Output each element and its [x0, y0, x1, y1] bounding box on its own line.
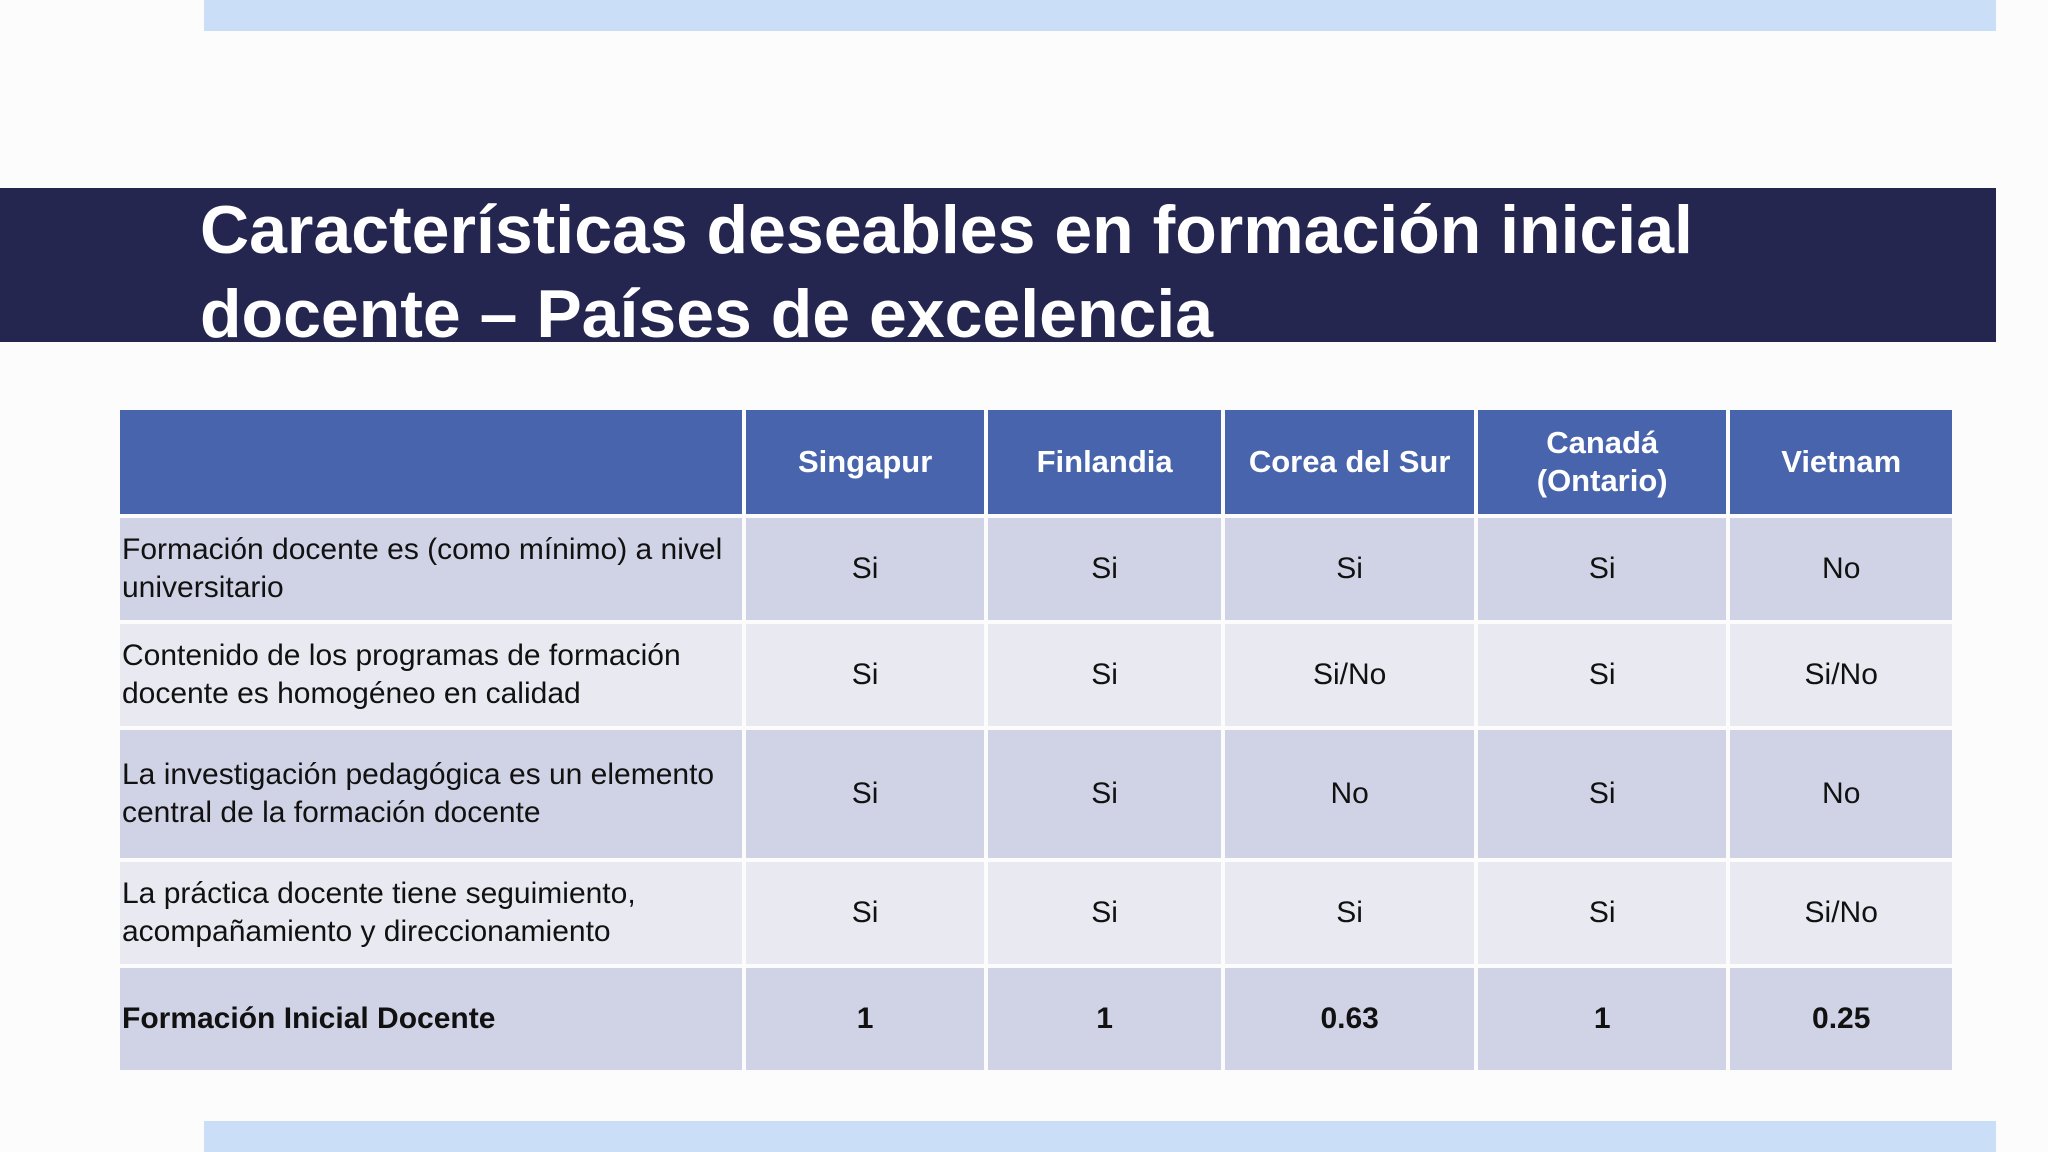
table-cell: Si: [1477, 518, 1727, 620]
table-cell: No: [1730, 730, 1952, 858]
table-cell: Si: [987, 862, 1222, 964]
row-label: La investigación pedagógica es un elemen…: [120, 730, 743, 858]
comparison-table: Singapur Finlandia Corea del Sur Canadá …: [116, 406, 1956, 1074]
table-cell: Si: [987, 624, 1222, 726]
total-cell: 1: [746, 968, 984, 1070]
slide-title: Características deseables en formación i…: [200, 192, 1693, 352]
total-row: Formación Inicial Docente 1 1 0.63 1 0.2…: [120, 968, 1952, 1070]
table-row: Contenido de los programas de formación …: [120, 624, 1952, 726]
table-cell: Si: [987, 518, 1222, 620]
table-cell: Si: [1477, 862, 1727, 964]
table-cell: Si/No: [1730, 862, 1952, 964]
total-cell: 1: [1477, 968, 1727, 1070]
table-cell: Si: [746, 730, 984, 858]
header-corea-del-sur: Corea del Sur: [1225, 410, 1474, 514]
table-cell: Si: [1225, 518, 1474, 620]
table-cell: Si: [746, 624, 984, 726]
table-cell: Si: [1477, 730, 1727, 858]
table-cell: Si/No: [1225, 624, 1474, 726]
header-corner-cell: [120, 410, 743, 514]
row-label: La práctica docente tiene seguimiento, a…: [120, 862, 743, 964]
table-cell: No: [1730, 518, 1952, 620]
row-label: Contenido de los programas de formación …: [120, 624, 743, 726]
table-row: Formación docente es (como mínimo) a niv…: [120, 518, 1952, 620]
total-cell: 0.25: [1730, 968, 1952, 1070]
total-label: Formación Inicial Docente: [120, 968, 743, 1070]
table-cell: Si: [987, 730, 1222, 858]
title-bar: [0, 188, 1996, 342]
top-accent-band: [204, 0, 1996, 31]
table-cell: Si: [1225, 862, 1474, 964]
table-cell: Si/No: [1730, 624, 1952, 726]
table-cell: No: [1225, 730, 1474, 858]
total-cell: 0.63: [1225, 968, 1474, 1070]
table-header-row: Singapur Finlandia Corea del Sur Canadá …: [120, 410, 1952, 514]
table-cell: Si: [746, 862, 984, 964]
table-row: La investigación pedagógica es un elemen…: [120, 730, 1952, 858]
table-cell: Si: [1477, 624, 1727, 726]
header-finlandia: Finlandia: [987, 410, 1222, 514]
row-label: Formación docente es (como mínimo) a niv…: [120, 518, 743, 620]
table-cell: Si: [746, 518, 984, 620]
total-cell: 1: [987, 968, 1222, 1070]
bottom-accent-band: [204, 1121, 1996, 1152]
table-row: La práctica docente tiene seguimiento, a…: [120, 862, 1952, 964]
header-singapur: Singapur: [746, 410, 984, 514]
header-vietnam: Vietnam: [1730, 410, 1952, 514]
header-canada-ontario: Canadá (Ontario): [1477, 410, 1727, 514]
